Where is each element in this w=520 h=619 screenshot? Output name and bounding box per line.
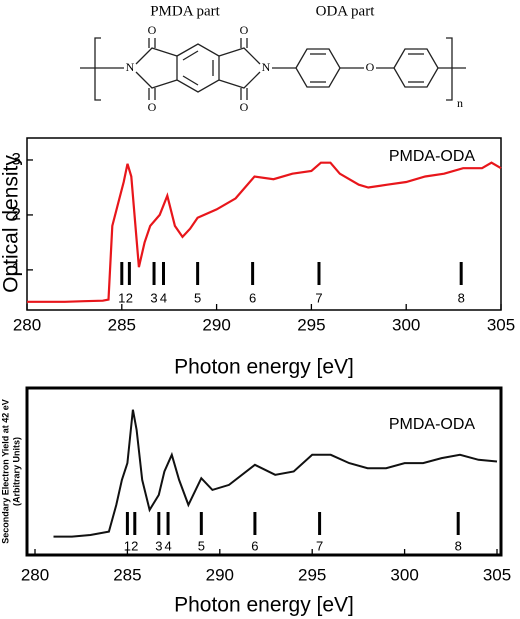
peak-label: 8: [455, 538, 462, 553]
bond: [218, 71, 261, 89]
x-tick-label: 290: [202, 315, 230, 334]
x-tick-label: 300: [390, 565, 418, 584]
part-label: PMDA part: [150, 3, 220, 19]
peak-label: 5: [194, 290, 201, 305]
x-tick-label: 280: [21, 565, 49, 584]
peak-label: 2: [131, 538, 138, 553]
bracket: [94, 37, 101, 101]
atom: O: [148, 23, 157, 37]
peak-label: 2: [126, 290, 133, 305]
atom: O: [148, 100, 157, 114]
bracket: [446, 37, 453, 101]
y-axis-label: Optical density: [0, 155, 23, 293]
peak-label: 6: [251, 538, 258, 553]
bond: [135, 47, 178, 65]
x-tick-label: 285: [113, 565, 141, 584]
peak-label: 3: [150, 290, 157, 305]
peak-label: 7: [316, 538, 323, 553]
y-tick-label: 3: [12, 149, 21, 168]
repeat-index: n: [457, 96, 463, 110]
x-tick-label: 295: [298, 565, 326, 584]
bond: [135, 71, 178, 89]
peak-label: 6: [249, 290, 256, 305]
data-line: [27, 161, 502, 303]
plot-frame: [25, 386, 503, 557]
plot-frame: [26, 137, 502, 311]
x-tick-label: 305: [487, 315, 515, 334]
ring: [393, 48, 439, 88]
atom: O: [240, 23, 249, 37]
atom: N: [262, 60, 271, 74]
x-axis-label: Photon energy [eV]: [174, 594, 354, 617]
x-tick-label: 295: [297, 315, 325, 334]
bond: [182, 75, 199, 86]
peak-label: 1: [124, 538, 131, 553]
peak-label: 8: [458, 290, 465, 305]
bond: [182, 50, 199, 61]
peak-label: 1: [118, 290, 125, 305]
atom: N: [126, 60, 135, 74]
annotation: PMDA-ODA: [389, 148, 476, 165]
peak-label: 5: [198, 538, 205, 553]
part-label: ODA part: [316, 3, 376, 19]
x-axis-label: Photon energy [eV]: [174, 356, 354, 379]
y-axis-label: Secondary Electron Yield at 42 eV: [0, 399, 10, 544]
peak-label: 7: [315, 290, 322, 305]
x-tick-label: 290: [206, 565, 234, 584]
y-axis-label: (Arbitrary Units): [11, 437, 21, 506]
ring: [295, 48, 341, 88]
x-tick-label: 285: [108, 315, 136, 334]
y-tick-label: 1: [12, 259, 21, 278]
x-tick-label: 305: [483, 565, 511, 584]
data-line: [53, 409, 498, 538]
peak-label: 4: [164, 538, 171, 553]
x-tick-label: 280: [13, 315, 41, 334]
atom: O: [366, 60, 375, 74]
structure: PMDA part ODA part O O N N O: [80, 3, 466, 114]
peak-label: 3: [155, 538, 162, 553]
bond: [218, 47, 261, 65]
annotation: PMDA-ODA: [389, 416, 476, 433]
atom: O: [240, 100, 249, 114]
peak-label: 4: [160, 290, 167, 305]
y-tick-label: 2: [12, 204, 21, 223]
x-tick-label: 300: [392, 315, 420, 334]
